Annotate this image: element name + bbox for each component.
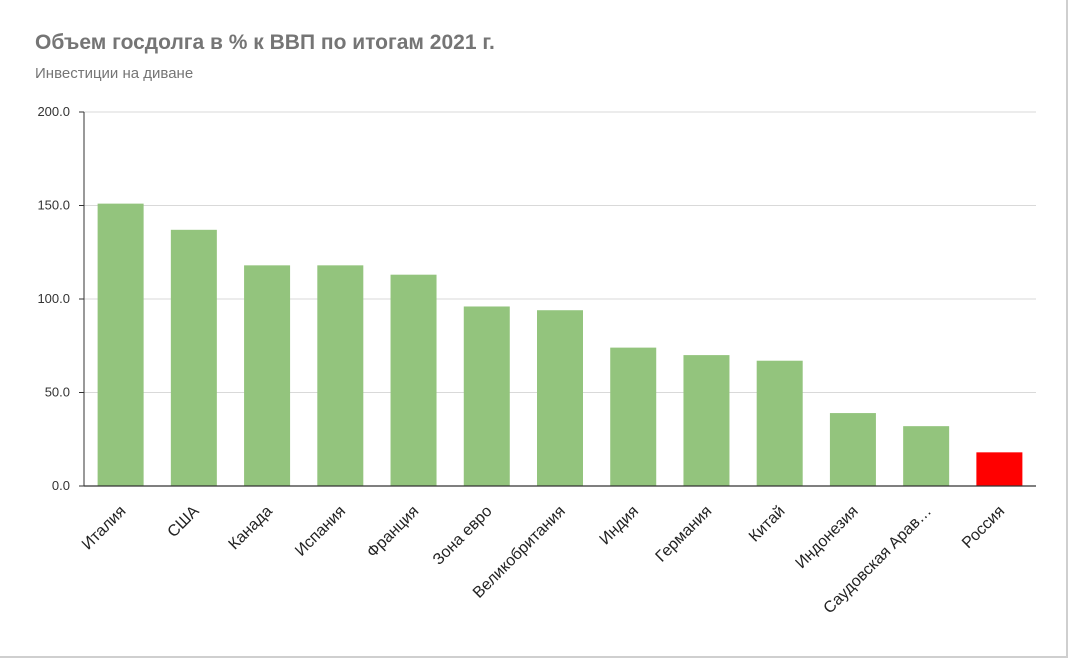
y-tick-label: 50.0 [45, 385, 70, 400]
chart-title: Объем госдолга в % к ВВП по итогам 2021 … [35, 31, 495, 54]
bar-12 [903, 426, 950, 486]
x-axis: Италия США Канада Испания Франция Зона евроВе… [79, 485, 1036, 617]
x-tick-label: Италия [79, 503, 130, 554]
x-tick-label: Испания [292, 503, 349, 560]
gridlines [84, 111, 1036, 393]
y-tick-label: 0.0 [52, 478, 70, 493]
bar-5 [390, 274, 437, 486]
x-tick-label: Зона евро [430, 503, 496, 569]
x-tick-label: Китай [746, 503, 789, 546]
x-tick-label: Россия [959, 503, 1008, 552]
bar-6 [463, 306, 510, 486]
bar-8 [610, 347, 657, 486]
bar-2 [170, 229, 217, 486]
y-tick-label: 200.0 [37, 104, 70, 119]
x-tick-label: Канада [226, 503, 276, 553]
y-tick-label: 150.0 [37, 198, 70, 213]
x-tick-label: Франция [364, 503, 422, 561]
bar-13 [976, 452, 1023, 486]
bar-9 [683, 355, 730, 486]
chart-subtitle: Инвестиции на диване [35, 65, 194, 82]
bar-1 [97, 203, 144, 486]
y-axis: 0.0 50.0 100.0 150.0 200.0 [37, 104, 85, 493]
bar-4 [317, 265, 364, 486]
bar-7 [537, 310, 583, 486]
x-tick-label: Индия [597, 503, 642, 548]
x-tick-label: США [165, 503, 203, 541]
bar-3 [244, 265, 291, 486]
bars [97, 203, 1023, 486]
x-tick-label: Индонезия [793, 503, 862, 572]
y-tick-label: 100.0 [37, 291, 70, 306]
bar-11 [829, 413, 876, 486]
bar-10 [756, 360, 803, 486]
x-tick-label: Германия [653, 503, 716, 566]
